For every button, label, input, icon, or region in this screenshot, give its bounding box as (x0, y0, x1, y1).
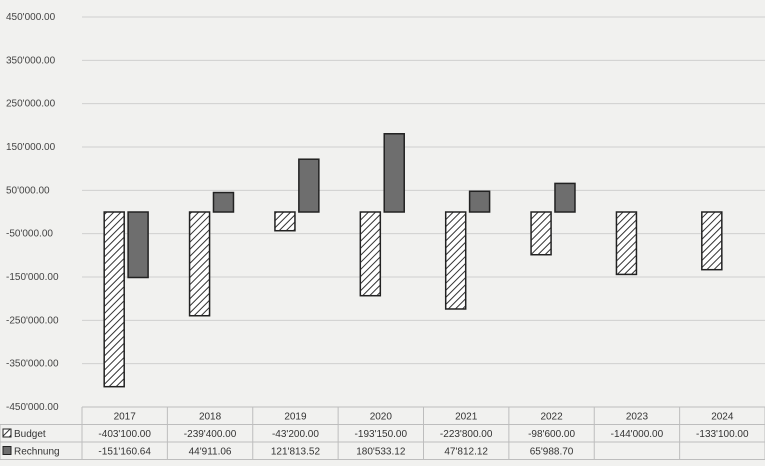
data-label: 44'911.06 (189, 447, 232, 458)
bar-rechnung-2022 (554, 182, 576, 213)
legend-key-rechnung (2, 446, 12, 455)
data-label: -144'000.00 (611, 429, 664, 440)
data-label: -223'800.00 (440, 429, 493, 440)
y-tick-label: 350'000.00 (6, 55, 56, 66)
data-label: -193'150.00 (355, 429, 408, 440)
y-tick-label: -350'000.00 (6, 359, 59, 370)
y-tick-label: 250'000.00 (6, 99, 56, 110)
y-tick-label: 50'000.00 (6, 185, 50, 196)
y-tick-label: -50'000.00 (6, 229, 53, 240)
bar-budget-2020 (359, 211, 382, 297)
bar-rechnung-2020 (383, 133, 405, 213)
x-tick-label: 2022 (540, 412, 563, 423)
gridlines (82, 16, 765, 408)
bars (103, 133, 723, 388)
data-label: 47'812.12 (444, 447, 488, 458)
y-tick-label: -250'000.00 (6, 315, 59, 326)
bar-budget-2018 (188, 211, 211, 317)
x-tick-label: 2018 (199, 412, 222, 423)
bar-budget-2023 (615, 211, 638, 276)
x-tick-label: 2021 (455, 412, 478, 423)
y-axis-ticks: 450'000.00 350'000.00 250'000.00 150'000.00… (6, 12, 59, 413)
x-tick-label: 2023 (626, 412, 649, 423)
data-label: -239'400.00 (184, 429, 237, 440)
data-label: -151'160.64 (98, 447, 151, 458)
legend-label: Budget (14, 429, 46, 440)
legend-label: Rechnung (14, 447, 60, 458)
data-table: 2017 2018 2019 2020 2021 2022 2023 2024 Budget -4… (0, 406, 765, 460)
bar-rechnung-2017 (127, 211, 149, 279)
bar-rechnung-2019 (298, 158, 320, 213)
y-tick-label: -150'000.00 (6, 272, 59, 283)
bar-budget-2017 (103, 211, 125, 388)
x-tick-label: 2017 (114, 412, 137, 423)
data-label: 121'813.52 (271, 447, 321, 458)
data-label: -43'200.00 (272, 429, 319, 440)
bar-budget-2019 (274, 211, 296, 232)
y-tick-label: 450'000.00 (6, 12, 56, 23)
data-label: 65'988.70 (530, 447, 574, 458)
bar-budget-2022 (530, 211, 552, 256)
data-label: -133'100.00 (696, 429, 749, 440)
y-tick-label: 150'000.00 (6, 142, 56, 153)
legend-key-budget (2, 428, 12, 438)
y-tick-label: -450'000.00 (6, 402, 59, 413)
x-tick-label: 2024 (711, 412, 734, 423)
data-label: 180'533.12 (356, 447, 406, 458)
bar-budget-2024 (701, 211, 723, 271)
bar-rechnung-2018 (212, 191, 235, 213)
x-tick-label: 2020 (370, 412, 393, 423)
bar-rechnung-2021 (468, 190, 491, 213)
data-label: -98'600.00 (528, 429, 575, 440)
bar-budget-2021 (444, 211, 467, 310)
data-label: -403'100.00 (98, 429, 151, 440)
x-tick-label: 2019 (284, 412, 307, 423)
